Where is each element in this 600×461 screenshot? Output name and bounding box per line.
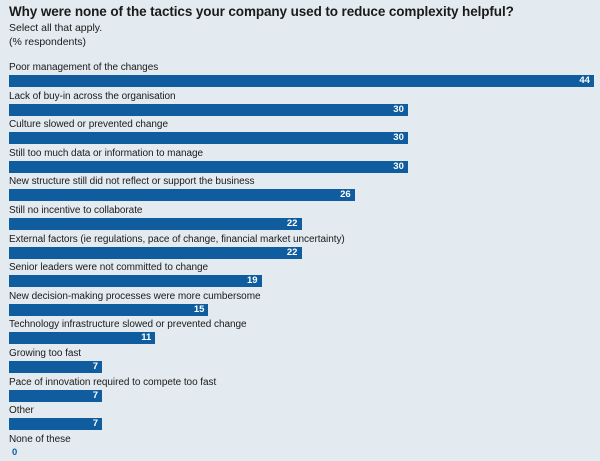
category-label: Senior leaders were not committed to cha… xyxy=(9,262,209,274)
category-label: Poor management of the changes xyxy=(9,62,159,73)
data-label: 30 xyxy=(393,132,404,144)
bar xyxy=(9,389,103,402)
bar xyxy=(9,246,302,259)
chart-title: Why were none of the tactics your compan… xyxy=(9,4,514,19)
category-label: New structure still did not reflect or s… xyxy=(9,176,255,188)
data-label: 15 xyxy=(193,303,205,315)
data-label: 7 xyxy=(92,361,99,372)
category-label: External factors (ie regulations, pace o… xyxy=(9,233,345,245)
category-label: Technology infrastructure slowed or prev… xyxy=(9,319,247,331)
data-label: 44 xyxy=(579,75,590,86)
chart-subtitle-unit: (% respondents) xyxy=(9,36,87,48)
chart-subtitle-instruction: Select all that apply. xyxy=(9,22,103,34)
category-label: Culture slowed or prevented change xyxy=(9,119,168,131)
data-label: 7 xyxy=(92,389,99,401)
category-label: Still no incentive to collaborate xyxy=(9,205,143,216)
bar xyxy=(9,189,355,202)
data-label: 30 xyxy=(393,103,404,115)
bar xyxy=(9,75,594,87)
category-label: None of these xyxy=(9,433,71,445)
bar xyxy=(9,160,408,173)
category-label: Other xyxy=(9,405,34,417)
bar xyxy=(9,418,103,431)
data-label: 11 xyxy=(141,332,152,344)
data-label: 7 xyxy=(92,418,99,430)
bar xyxy=(9,103,408,116)
bar xyxy=(9,361,103,373)
data-label: 30 xyxy=(393,160,404,172)
bar xyxy=(9,132,408,145)
data-label: 22 xyxy=(286,218,298,229)
category-label: Growing too fast xyxy=(9,348,82,359)
category-label: Pace of innovation required to compete t… xyxy=(9,376,217,388)
data-label: 26 xyxy=(340,189,351,201)
category-label: Lack of buy-in across the organisation xyxy=(9,90,176,102)
data-label: 19 xyxy=(247,275,258,287)
category-label: Still too much data or information to ma… xyxy=(9,147,204,159)
data-label: 0 xyxy=(12,446,18,458)
data-label: 22 xyxy=(286,246,298,258)
bar xyxy=(9,332,156,345)
category-label: New decision-making processes were more … xyxy=(9,290,261,302)
bar xyxy=(9,303,209,316)
bar xyxy=(9,275,262,288)
bar xyxy=(9,218,302,230)
